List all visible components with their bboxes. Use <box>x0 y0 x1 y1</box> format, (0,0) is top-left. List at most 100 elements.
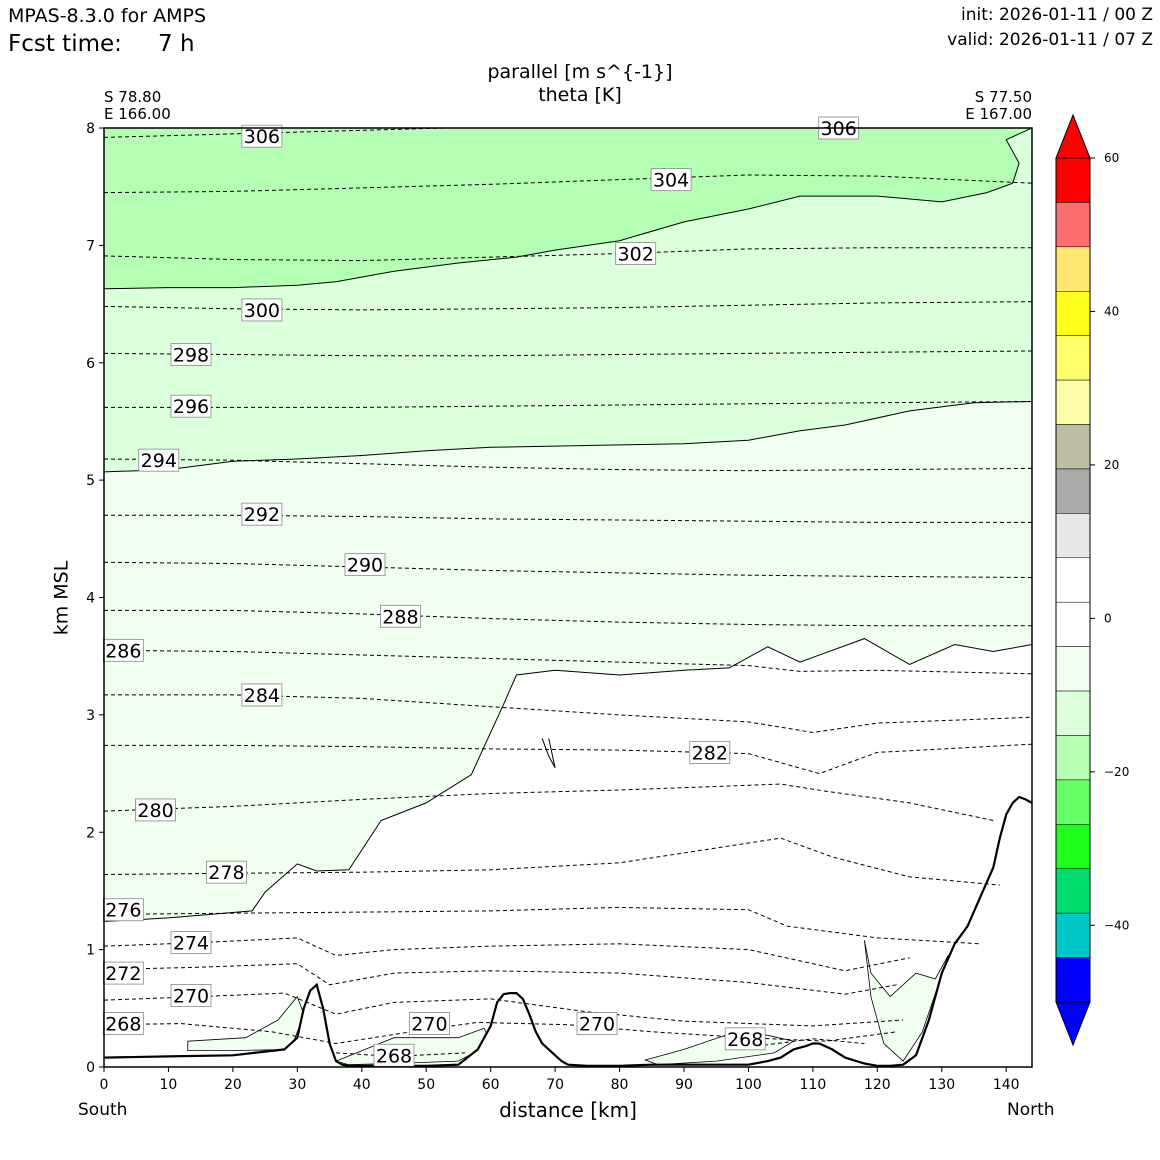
theta-contour-5 <box>104 401 1032 408</box>
right-endpoint-lat: S 77.50 <box>974 88 1032 106</box>
terrain-fill <box>104 797 1032 1067</box>
colorbar-cell-9 <box>1055 557 1091 603</box>
theta-label-text-12: 284 <box>244 685 280 707</box>
theta-label-box-0 <box>241 124 283 148</box>
theta-label-7: 294 <box>138 448 180 472</box>
theta-contour-1 <box>104 174 1032 194</box>
theta-label-text-24: 268 <box>727 1029 763 1051</box>
colorbar-cell-11 <box>1055 646 1091 692</box>
init-time: init: 2026-01-11 / 00 Z <box>960 5 1153 25</box>
colorbar-tick-label-5: −40 <box>1104 918 1129 932</box>
theta-label-text-4: 300 <box>244 300 280 322</box>
theta-label-box-4 <box>241 298 283 322</box>
left-endpoint-lon: E 166.00 <box>104 105 171 123</box>
theta-label-text-20: 270 <box>411 1014 447 1036</box>
colorbar-cell-10 <box>1055 601 1091 647</box>
theta-label-box-10 <box>380 604 421 628</box>
theta-contour-18 <box>104 992 904 1027</box>
theta-label-text-19: 270 <box>173 985 209 1007</box>
theta-label-box-3 <box>615 242 657 265</box>
theta-label-0: 306 <box>241 124 283 148</box>
colorbar-cell-16 <box>1055 868 1091 914</box>
theta-label-box-6 <box>170 394 212 418</box>
theta-label-box-5 <box>170 343 212 366</box>
theta-label-box-2 <box>650 168 692 192</box>
theta-label-6: 296 <box>170 394 212 418</box>
theta-label-text-13: 282 <box>692 742 728 764</box>
left-endpoint-lat: S 78.80 <box>104 88 162 106</box>
theta-label-9: 290 <box>344 553 386 577</box>
theta-label-box-12 <box>241 683 283 707</box>
theta-label-14: 280 <box>135 798 176 822</box>
direction-south: South <box>78 1100 128 1120</box>
theta-label-text-1: 306 <box>821 118 857 140</box>
theta-label-text-0: 306 <box>244 126 280 148</box>
theta-label-19: 270 <box>170 984 212 1007</box>
x-tick-label-8: 80 <box>611 1077 629 1093</box>
colorbar-cell-14 <box>1055 779 1091 825</box>
colorbar-cell-3 <box>1055 291 1091 336</box>
theta-label-18: 272 <box>102 961 144 985</box>
theta-label-text-10: 288 <box>382 606 418 628</box>
fill-band-green <box>104 128 1032 289</box>
theta-label-box-7 <box>138 448 180 472</box>
colorbar-cell-7 <box>1055 468 1091 514</box>
x-tick-label-14: 140 <box>993 1077 1020 1093</box>
fcst-time-label: Fcst time: <box>8 31 122 57</box>
theta-label-12: 284 <box>241 683 283 707</box>
y-tick-label-8: 8 <box>86 121 95 137</box>
theta-label-text-18: 272 <box>105 963 141 985</box>
theta-label-2: 304 <box>650 168 692 192</box>
fill-patch-4 <box>864 940 949 1062</box>
theta-label-text-6: 296 <box>173 396 209 418</box>
theta-label-text-3: 302 <box>618 244 654 266</box>
wind-contour-3 <box>541 738 556 768</box>
colorbar-cell-1 <box>1055 202 1091 248</box>
theta-label-text-17: 274 <box>173 933 209 955</box>
colorbar-top-arrow <box>1055 113 1091 159</box>
x-axis-label: distance [km] <box>499 1098 637 1122</box>
x-tick-label-7: 70 <box>546 1077 564 1093</box>
wind-contour-1 <box>104 401 1032 473</box>
theta-label-20: 270 <box>409 1012 450 1036</box>
chart-title-line1: parallel [m s^{-1}] <box>487 61 673 83</box>
colorbar-cell-8 <box>1055 513 1091 559</box>
theta-contour-8 <box>104 561 1032 578</box>
theta-label-23: 268 <box>373 1043 415 1067</box>
theta-contour-17 <box>104 963 897 995</box>
colorbar-cell-13 <box>1055 735 1091 781</box>
fill-band-white <box>104 638 1032 1067</box>
x-tick-label-5: 50 <box>417 1077 435 1093</box>
colorbar-tick-label-0: 60 <box>1104 151 1119 165</box>
colorbar-cell-15 <box>1055 824 1091 869</box>
theta-label-text-8: 292 <box>244 504 280 526</box>
theta-label-text-21: 270 <box>579 1014 615 1036</box>
y-tick-label-5: 5 <box>86 473 95 489</box>
theta-label-5: 298 <box>170 343 212 367</box>
colorbar-cell-0 <box>1055 157 1091 203</box>
theta-label-box-21 <box>576 1012 618 1035</box>
x-tick-label-10: 100 <box>735 1077 762 1093</box>
colorbar-cell-2 <box>1055 246 1091 292</box>
terrain-line <box>104 795 1032 1067</box>
x-tick-label-1: 10 <box>160 1077 178 1093</box>
x-tick-label-2: 20 <box>224 1077 242 1093</box>
theta-label-box-19 <box>170 984 212 1007</box>
theta-contour-14 <box>104 837 1000 886</box>
theta-label-box-17 <box>170 931 212 954</box>
y-tick-label-7: 7 <box>86 238 95 254</box>
x-tick-label-12: 120 <box>864 1077 891 1093</box>
theta-label-box-13 <box>689 741 731 764</box>
colorbar-frame <box>1055 157 1091 1003</box>
theta-label-21: 270 <box>576 1012 618 1036</box>
fcst-time-value: 7 h <box>158 31 195 57</box>
colorbar-cell-6 <box>1055 424 1091 470</box>
theta-label-text-14: 280 <box>137 800 173 822</box>
y-tick-label-6: 6 <box>86 356 95 372</box>
y-tick-label-1: 1 <box>86 943 95 959</box>
theta-contour-4 <box>104 350 1032 357</box>
theta-label-4: 300 <box>241 298 283 322</box>
wind-contour-0 <box>104 128 1032 290</box>
theta-label-box-20 <box>409 1012 450 1035</box>
